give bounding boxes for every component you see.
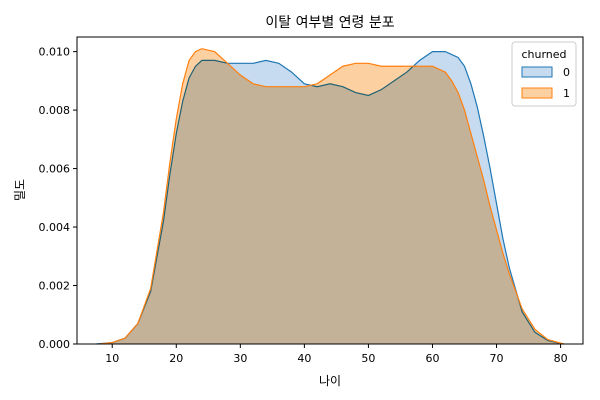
legend-title: churned: [521, 48, 566, 61]
x-tick-label: 50: [361, 352, 375, 365]
legend-swatch-1: [521, 87, 553, 99]
y-tick-label: 0.008: [39, 104, 71, 117]
legend: churned 0 1: [511, 41, 577, 107]
x-tick-label: 10: [105, 352, 119, 365]
x-tick-label: 40: [297, 352, 311, 365]
y-tick-label: 0.010: [39, 46, 71, 59]
x-tick-label: 20: [169, 352, 183, 365]
y-axis-ticks: 0.000 0.002 0.004 0.006 0.008 0.010: [39, 46, 77, 351]
x-axis-label: 나이: [319, 374, 341, 388]
legend-label-1: 1: [563, 87, 570, 100]
y-tick-label: 0.000: [39, 338, 71, 351]
series-line-1: [99, 48, 564, 345]
series-area-1: [99, 48, 564, 344]
legend-swatch-0: [521, 66, 553, 78]
chart-title: 이탈 여부별 연령 분포: [265, 15, 394, 31]
x-tick-label: 60: [425, 352, 439, 365]
x-tick-label: 30: [233, 352, 247, 365]
series-layer: [96, 48, 564, 345]
x-tick-label: 70: [490, 352, 504, 365]
legend-label-0: 0: [563, 66, 570, 79]
plot-area: 10 20 30 40 50 60 70 80 0.0000.0020.0040.0060.0…: [39, 36, 584, 365]
y-tick-label: 0.006: [39, 163, 71, 176]
x-axis-ticks: 10 20 30 40 50 60 70 80: [105, 344, 568, 365]
y-axis-label: 밀도: [13, 179, 27, 201]
y-tick-label: 0.002: [39, 280, 71, 293]
plot-frame: [76, 36, 584, 345]
x-tick-label: 80: [554, 352, 568, 365]
y-tick-label: 0.004: [39, 221, 71, 234]
